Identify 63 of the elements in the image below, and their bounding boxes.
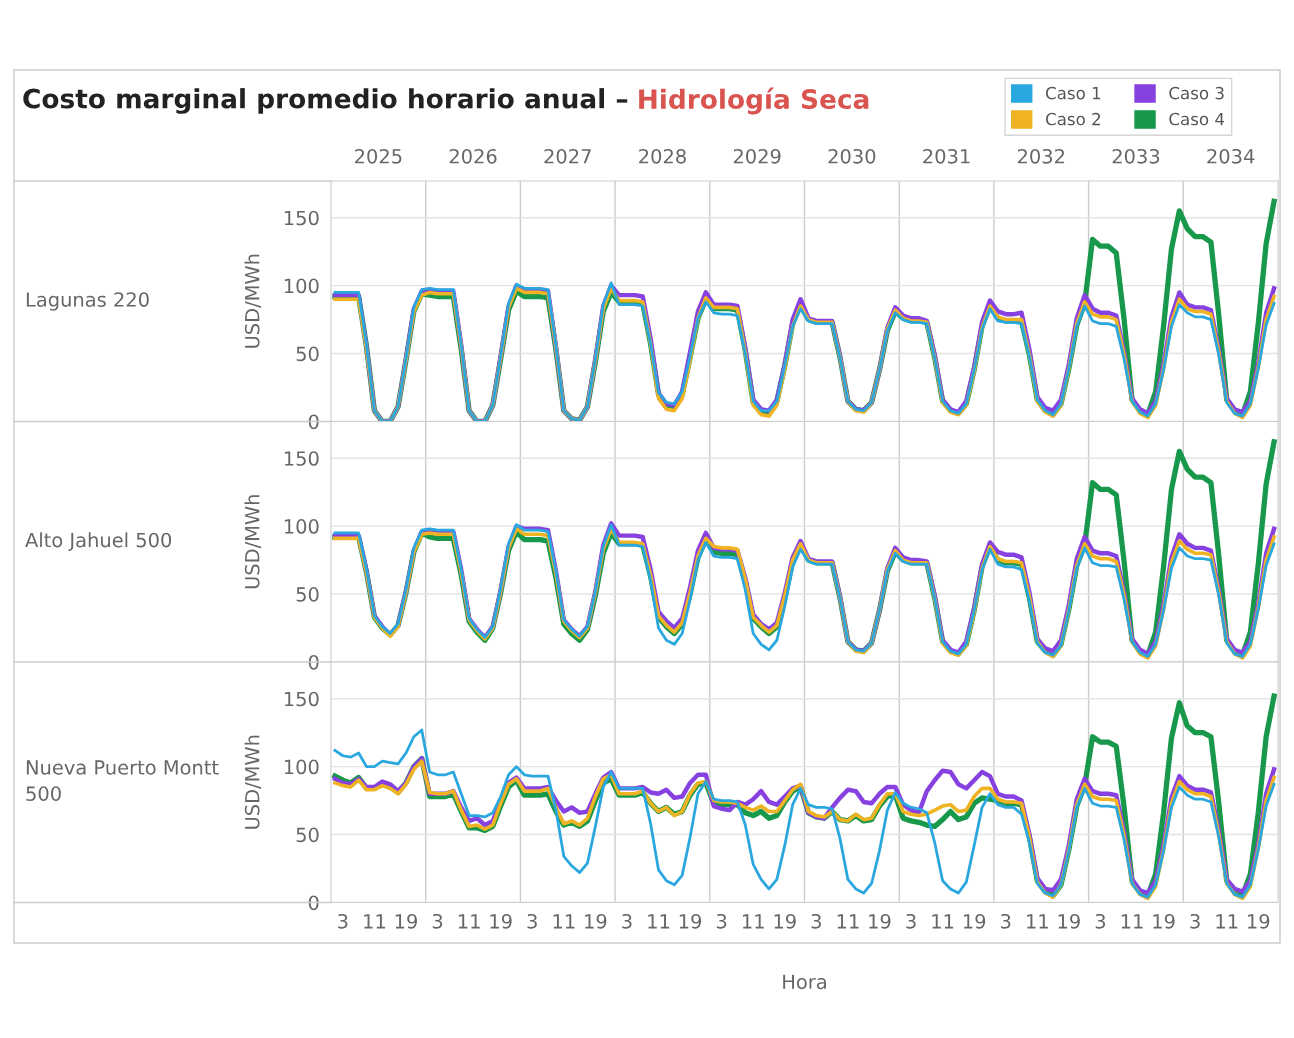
y-tick-label: 50 [296,346,319,362]
x-tick-label: 3 [527,913,537,929]
x-tick-label: 11 [648,914,670,929]
text: 2032 [1017,148,1065,164]
y-tick-label: 150 [284,451,319,466]
x-tick-label: 11 [553,914,575,929]
x-tick-label: 19 [679,913,702,929]
x-tick-label: 19 [395,913,417,929]
x-tick-label: 11 [837,914,859,929]
text: 2029 [733,148,781,164]
x-tick-label: 11 [742,914,764,929]
y-tick-label: 50 [296,587,319,602]
y-tick-label: 100 [284,519,319,534]
x-tick-label: 19 [1058,913,1080,929]
x-tick-label: 3 [1095,913,1106,929]
y-axis-title: USD/MWh [244,254,262,348]
x-axis-title: Hora [783,974,826,990]
y-axis-title: USD/MWh [244,495,262,589]
x-tick-label: 19 [774,913,796,929]
text: 2030 [828,148,876,164]
y-axis-title: USD/MWh [244,735,262,829]
x-tick-label: 19 [869,913,891,929]
y-tick-label: 100 [284,759,319,775]
text: 2026 [449,148,497,164]
x-tick-label: 19 [490,913,512,929]
y-tick-label: 0 [308,654,319,670]
x-tick-label: 3 [338,913,348,929]
legend-label: Caso 3 [1169,86,1224,100]
x-tick-label: 11 [458,914,480,929]
legend-label: Caso 4 [1169,112,1225,126]
text: 2025 [355,148,402,164]
x-tick-label: 19 [963,913,986,929]
legend-label: Caso 2 [1046,112,1101,126]
x-tick-label: 3 [622,913,632,929]
x-tick-label: 3 [906,913,916,929]
text: 2031 [923,148,970,164]
x-tick-label: 3 [1190,913,1200,929]
x-tick-label: 11 [932,914,954,929]
x-tick-label: 19 [1248,913,1270,929]
x-tick-label: 19 [585,913,607,929]
x-tick-label: 3 [1001,913,1011,929]
text: 2033 [1112,148,1160,164]
x-tick-label: 11 [1216,914,1238,929]
text: 2034 [1207,148,1255,164]
x-tick-label: 11 [1027,914,1048,929]
y-tick-label: 150 [284,691,319,707]
x-tick-label: 19 [1153,913,1175,929]
text: 2028 [639,148,686,164]
y-tick-label: 100 [284,278,319,294]
legend-label: Caso 1 [1046,86,1101,100]
x-tick-label: 3 [811,913,821,929]
y-tick-label: 50 [296,827,319,843]
chart-subtitle: Hidrología Seca [639,87,869,115]
y-tick-label: 150 [284,210,319,226]
text: Lagunas 220 [26,292,149,311]
x-tick-label: 11 [364,914,385,929]
chart-title: Costo marginal promedio horario anual – [23,88,628,114]
x-tick-label: 3 [716,913,727,929]
text: Nueva Puerto Montt 500 [26,760,219,801]
text: Alto Jahuel 500 [25,532,172,552]
x-tick-label: 3 [432,913,443,929]
text: 2027 [544,148,591,164]
x-tick-label: 11 [1121,914,1143,929]
